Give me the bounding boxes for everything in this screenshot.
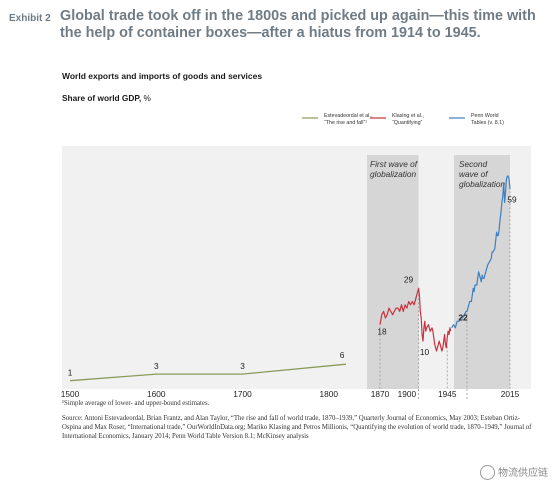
chart-headline: Global trade took off in the 1800s and p… xyxy=(60,8,536,41)
watermark-text: 物流供应链 xyxy=(498,467,548,479)
wechat-icon xyxy=(480,465,495,480)
legend-label-penn: Penn World Tables (v. 8.1) xyxy=(471,113,504,126)
legend-label-estevadeordal: Estevadeordal et al., “The rise and fall”… xyxy=(324,113,372,126)
unit-label-text: Share of world GDP, xyxy=(62,93,142,103)
unit-suffix: % xyxy=(143,93,151,103)
footnote: ¹Simple average of lower- and upper-boun… xyxy=(62,400,210,407)
data-label-1: 1 xyxy=(68,368,73,378)
shaded-period-1 xyxy=(367,155,419,389)
chart-subtitle: World exports and imports of goods and s… xyxy=(62,71,263,81)
x-tick-label-1800: 1800 xyxy=(320,389,339,399)
x-tick-label-1500: 1500 xyxy=(61,389,80,399)
data-label-8: 22 xyxy=(458,312,468,322)
series-line-klasing xyxy=(379,287,452,352)
plot-background xyxy=(62,146,531,389)
watermark: 物流供应链 xyxy=(480,464,548,480)
x-tick-label-1870: 1870 xyxy=(371,389,390,399)
x-tick-label-2015: 2015 xyxy=(501,389,520,399)
shaded-period-2 xyxy=(453,155,510,389)
data-label-6: 29 xyxy=(404,274,414,284)
x-tick-label-1700: 1700 xyxy=(233,389,252,399)
trade-chart: First wave of globalization Second wave of g… xyxy=(61,113,520,400)
data-label-7: 10 xyxy=(420,347,430,357)
data-label-5: 18 xyxy=(377,327,387,337)
data-label-9: 59 xyxy=(507,194,517,204)
x-tick-label-1600: 1600 xyxy=(147,389,166,399)
exhibit-label: Exhibit 2 xyxy=(9,13,51,24)
x-tick-label-1900: 1900 xyxy=(398,389,417,399)
legend-label-klasing: Klasing et al., “Quantifying” xyxy=(392,113,424,126)
x-tick-label-1945: 1945 xyxy=(438,389,457,399)
data-label-3: 3 xyxy=(240,361,245,371)
source-note: Source: Antoni Estevadeordal, Brian Fran… xyxy=(62,415,532,440)
series-line-penn xyxy=(451,175,511,329)
unit-label: Share of world GDP, % xyxy=(62,93,151,103)
series-line-estevadeordal xyxy=(69,363,347,382)
data-label-4: 6 xyxy=(340,350,345,360)
data-label-2: 3 xyxy=(154,361,159,371)
period-label-2: Second wave of globalization xyxy=(459,159,506,189)
period-label-1: First wave of globalization xyxy=(370,159,419,179)
